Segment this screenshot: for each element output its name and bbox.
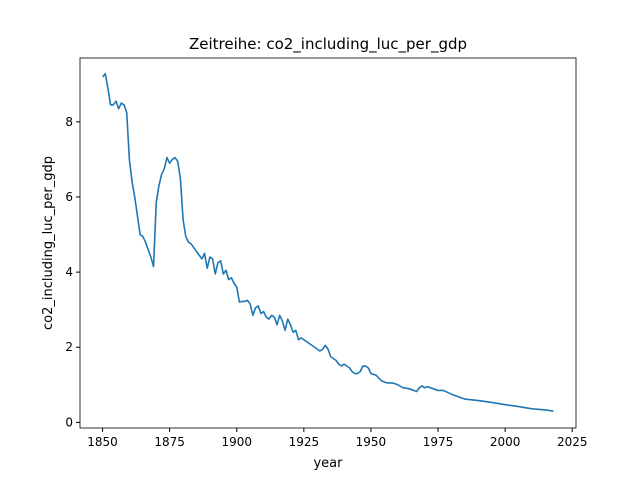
data-line xyxy=(101,72,554,412)
x-tick-label: 1850 xyxy=(87,435,118,449)
x-tick-label: 1875 xyxy=(154,435,185,449)
y-tick-label: 0 xyxy=(65,415,73,429)
x-tick-label: 1925 xyxy=(289,435,320,449)
y-tick-label: 2 xyxy=(65,340,73,354)
x-tick-label: 1900 xyxy=(221,435,252,449)
y-tick-label: 6 xyxy=(65,190,73,204)
x-tick-label: 2025 xyxy=(557,435,588,449)
x-tick-label: 2000 xyxy=(490,435,521,449)
plot-frame xyxy=(79,57,577,429)
chart-title: Zeitreihe: co2_including_luc_per_gdp xyxy=(189,35,467,54)
y-tick-label: 8 xyxy=(65,115,73,129)
y-tick-label: 4 xyxy=(65,265,73,279)
x-tick-label: 1975 xyxy=(423,435,454,449)
x-tick-label: 1950 xyxy=(356,435,387,449)
y-axis-label: co2_including_luc_per_gdp xyxy=(41,156,56,330)
x-axis-label: year xyxy=(313,456,343,471)
